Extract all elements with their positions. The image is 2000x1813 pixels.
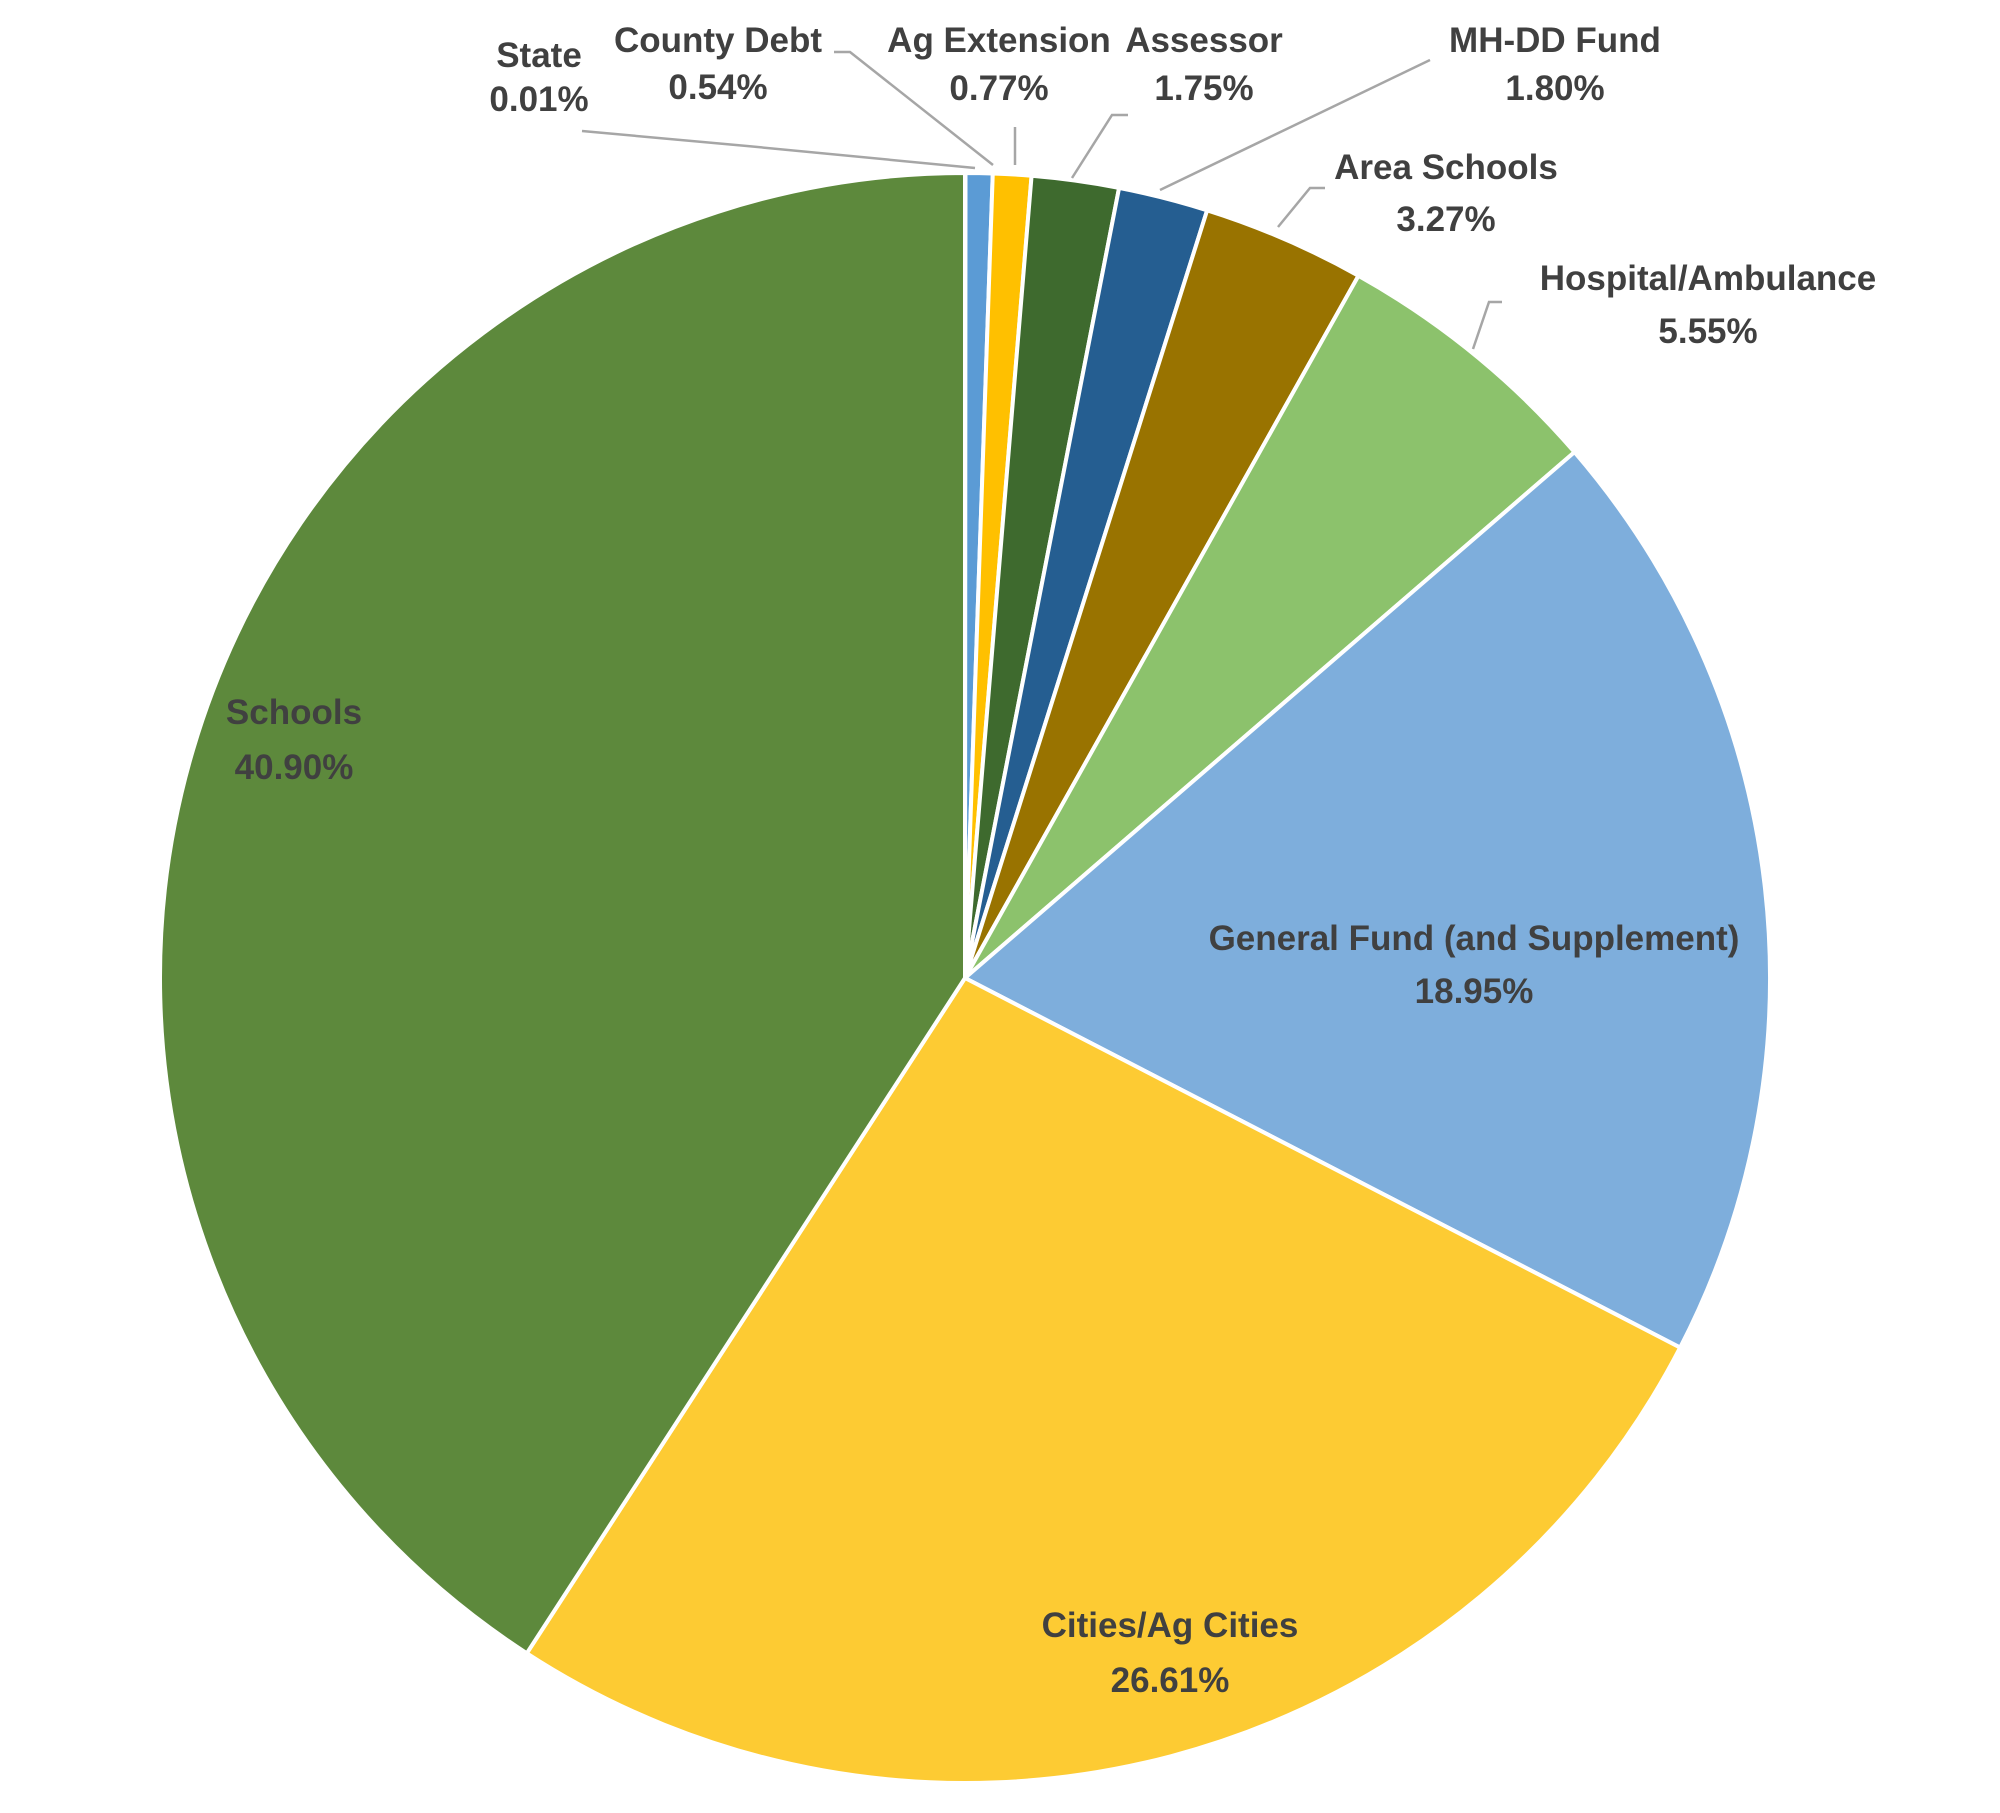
leader-lines	[581, 50, 1502, 350]
leader-line-state	[581, 129, 976, 170]
leader-line-hospital-ambulance	[1471, 300, 1502, 350]
data-label-value-state: 0.01%	[489, 80, 588, 119]
data-label-value-ag-extension: 0.77%	[949, 69, 1048, 108]
data-label-name-area-schools: Area Schools	[1334, 148, 1558, 187]
pie-slice-general-fund-and-supplement	[961, 449, 1772, 1351]
pie-slice-hospital-ambulance	[963, 272, 1578, 980]
leader-line-county-debt	[834, 50, 994, 166]
pie-slice-schools	[158, 170, 967, 1657]
data-label-name-mh-dd-fund: MH-DD Fund	[1449, 21, 1661, 60]
data-labels: State 0.01% County Debt 0.54% Ag Extension 0.…	[226, 21, 1876, 1700]
pie-slice-cities-ag-cities	[524, 975, 1683, 1785]
data-label-value-county-debt: 0.54%	[668, 68, 767, 107]
leader-line-mh-dd-fund	[1159, 58, 1431, 192]
data-label-value-area-schools: 3.27%	[1396, 200, 1495, 239]
data-label-value-schools: 40.90%	[235, 748, 354, 787]
leader-line-area-schools	[1277, 186, 1325, 228]
data-label-value-mh-dd-fund: 1.80%	[1505, 69, 1604, 108]
data-label-value-general-fund-and-supplement: 18.95%	[1415, 972, 1534, 1011]
data-label-name-state: State	[496, 36, 582, 75]
data-label-name-county-debt: County Debt	[614, 21, 822, 60]
data-label-name-schools: Schools	[226, 693, 362, 732]
data-label-name-cities-ag-cities: Cities/Ag Cities	[1042, 1606, 1299, 1645]
data-label-value-hospital-ambulance: 5.55%	[1658, 312, 1757, 351]
slices-layer	[158, 170, 1772, 1785]
data-label-name-hospital-ambulance: Hospital/Ambulance	[1540, 259, 1876, 298]
data-label-name-assessor: Assessor	[1125, 21, 1283, 60]
leader-line-assessor	[1070, 113, 1128, 179]
data-label-name-general-fund-and-supplement: General Fund (and Supplement)	[1209, 919, 1740, 958]
data-label-value-cities-ag-cities: 26.61%	[1111, 1661, 1230, 1700]
data-label-value-assessor: 1.75%	[1154, 69, 1253, 108]
data-label-name-ag-extension: Ag Extension	[887, 21, 1111, 60]
